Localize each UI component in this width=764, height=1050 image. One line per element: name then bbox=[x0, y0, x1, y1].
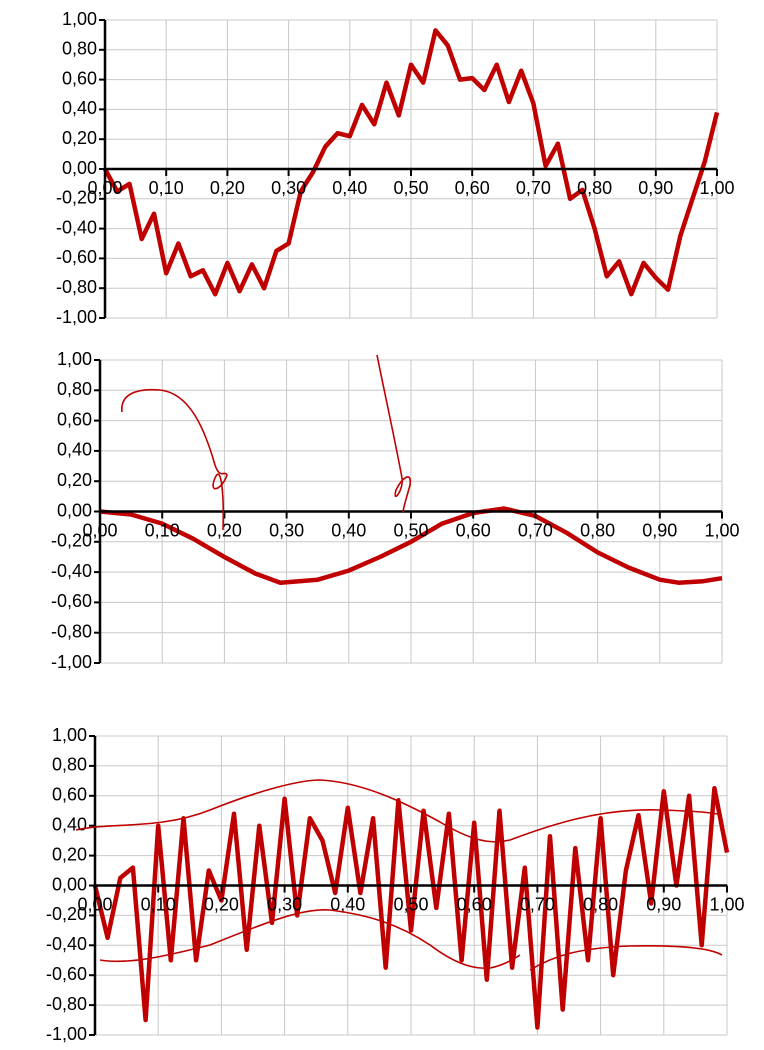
annotation-stroke bbox=[99, 909, 521, 970]
x-tick-label: 0,60 bbox=[456, 520, 491, 540]
x-tick-label: 0,60 bbox=[457, 894, 492, 914]
y-tick-label: -0,80 bbox=[51, 621, 92, 641]
x-tick-label: 0,10 bbox=[145, 520, 180, 540]
y-tick-label: 0,80 bbox=[62, 39, 97, 59]
y-tick-label: 0,20 bbox=[57, 470, 92, 490]
data-line bbox=[103, 28, 720, 297]
y-tick-label: 0,00 bbox=[52, 874, 87, 894]
x-tick-label: 0,60 bbox=[455, 178, 490, 198]
y-tick-label: 0,20 bbox=[52, 844, 87, 864]
x-tick-label: 0,70 bbox=[516, 178, 551, 198]
y-tick-label: -0,60 bbox=[56, 247, 97, 267]
y-tick-label: 0,40 bbox=[57, 440, 92, 460]
data-line bbox=[92, 786, 730, 1030]
y-tick-label: 0,20 bbox=[62, 128, 97, 148]
y-tick-label: 0,80 bbox=[57, 379, 92, 399]
x-tick-label: 0,10 bbox=[141, 894, 176, 914]
annotation-stroke bbox=[121, 388, 228, 531]
axis-layer: -1,00 -0,80 -0,60 -0,40 -0,20 0,00 0,20 0,40 0,6… bbox=[46, 9, 745, 1044]
y-tick-label: -0,80 bbox=[46, 994, 87, 1014]
y-tick-label: 0,00 bbox=[62, 158, 97, 178]
y-tick-label: -0,20 bbox=[51, 531, 92, 551]
x-tick-label: 0,30 bbox=[267, 894, 302, 914]
x-tick-label: 0,80 bbox=[583, 894, 618, 914]
y-tick-label: 0,80 bbox=[52, 755, 87, 775]
x-tick-label: 0,20 bbox=[207, 520, 242, 540]
x-tick-label: 1,00 bbox=[704, 520, 739, 540]
annotation-stroke bbox=[376, 354, 412, 513]
y-tick-label: -0,40 bbox=[46, 934, 87, 954]
x-tick-label: 0,80 bbox=[580, 520, 615, 540]
y-tick-label: 0,00 bbox=[57, 500, 92, 520]
y-tick-label: 0,60 bbox=[62, 68, 97, 88]
y-tick-label: -0,20 bbox=[46, 904, 87, 924]
x-tick-label: 0,40 bbox=[331, 520, 366, 540]
x-tick-label: 1,00 bbox=[709, 894, 744, 914]
x-tick-label: 0,30 bbox=[269, 520, 304, 540]
annotation-stroke bbox=[529, 945, 723, 971]
x-tick-label: 0,50 bbox=[393, 178, 428, 198]
x-tick-label: 0,50 bbox=[393, 520, 428, 540]
x-tick-label: 0,90 bbox=[646, 894, 681, 914]
x-tick-label: 0,20 bbox=[204, 894, 239, 914]
x-tick-label: 0,70 bbox=[520, 894, 555, 914]
y-tick-label: 0,40 bbox=[52, 814, 87, 834]
y-tick-label: 0,40 bbox=[62, 98, 97, 118]
hand-annotations bbox=[75, 354, 723, 971]
y-tick-label: -0,20 bbox=[56, 188, 97, 208]
y-tick-label: 1,00 bbox=[57, 349, 92, 369]
x-tick-label: 0,20 bbox=[210, 178, 245, 198]
y-tick-label: -0,60 bbox=[51, 591, 92, 611]
y-tick-label: -1,00 bbox=[46, 1024, 87, 1044]
x-tick-label: 0,40 bbox=[330, 894, 365, 914]
y-tick-label: -1,00 bbox=[51, 652, 92, 672]
y-tick-label: 0,60 bbox=[57, 409, 92, 429]
y-tick-label: -0,40 bbox=[56, 217, 97, 237]
y-tick-label: 1,00 bbox=[62, 9, 97, 29]
y-tick-label: -0,60 bbox=[46, 964, 87, 984]
x-tick-label: 0,70 bbox=[518, 520, 553, 540]
x-tick-label: 0,90 bbox=[642, 520, 677, 540]
x-tick-label: 0,90 bbox=[638, 178, 673, 198]
line-layer bbox=[92, 28, 730, 1030]
x-tick-label: 0,50 bbox=[393, 894, 428, 914]
y-tick-label: 1,00 bbox=[52, 725, 87, 745]
x-tick-label: 0,40 bbox=[332, 178, 367, 198]
data-line bbox=[99, 506, 723, 585]
x-tick-label: 0,10 bbox=[149, 178, 184, 198]
y-tick-label: -1,00 bbox=[56, 307, 97, 327]
annotation-stroke bbox=[75, 779, 723, 843]
y-tick-label: 0,60 bbox=[52, 785, 87, 805]
y-tick-label: -0,40 bbox=[51, 561, 92, 581]
y-tick-label: -0,80 bbox=[56, 277, 97, 297]
x-tick-label: 0,30 bbox=[271, 178, 306, 198]
x-tick-label: 0,80 bbox=[577, 178, 612, 198]
x-tick-label: 1,00 bbox=[699, 178, 734, 198]
